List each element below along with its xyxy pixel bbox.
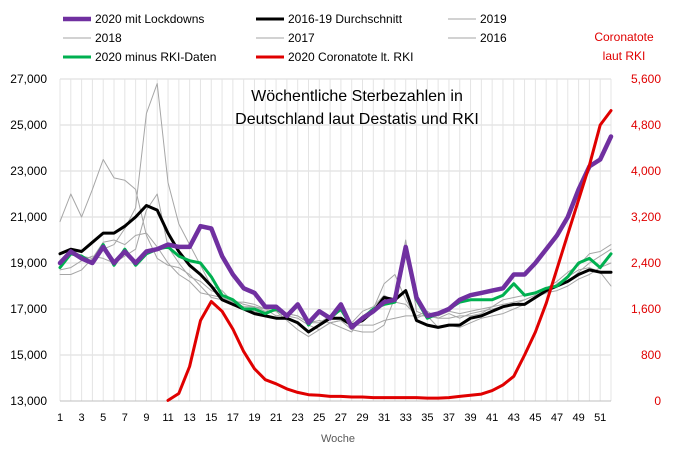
series-line-1 <box>59 83 612 333</box>
x-tick-label: 7 <box>122 412 128 424</box>
series-layer <box>57 83 614 402</box>
x-tick-label: 25 <box>313 412 325 424</box>
y-tick-label: 13,000 <box>10 394 47 408</box>
x-tick-label: 39 <box>464 412 476 424</box>
grid-lines <box>59 78 612 402</box>
x-tick-label: 5 <box>100 412 106 424</box>
x-tick-label: 21 <box>270 412 282 424</box>
x-tick-label: 51 <box>594 412 606 424</box>
y-tick-label: 23,000 <box>10 164 47 178</box>
x-tick-label: 15 <box>205 412 217 424</box>
chart-title-line-2: Deutschland laut Destatis und RKI <box>235 111 479 128</box>
x-tick-label: 19 <box>248 412 260 424</box>
legend-label: 2019 <box>480 12 507 26</box>
y-tick-label: 15,000 <box>10 348 47 362</box>
x-tick-label: 35 <box>421 412 433 424</box>
y-tick-label: 19,000 <box>10 256 47 270</box>
x-tick-label: 47 <box>551 412 563 424</box>
x-tick-label: 1 <box>57 412 63 424</box>
y2-tick-label: 5,600 <box>631 72 661 86</box>
x-tick-label: 29 <box>356 412 368 424</box>
x-tick-label: 43 <box>508 412 520 424</box>
x-tick-label: 17 <box>227 412 239 424</box>
x-tick-label: 49 <box>572 412 584 424</box>
series-line-3 <box>59 232 612 338</box>
x-tick-label: 33 <box>400 412 412 424</box>
y-tick-label: 27,000 <box>10 72 47 86</box>
legend-label: 2016-19 Durchschnitt <box>288 12 403 26</box>
x-axis: 1 3 5 7 9 11 13 15 17 19 21 23 25 27 29 31 33 35 37 39 41 43 4… <box>57 412 606 424</box>
x-tick-label: 11 <box>162 412 173 424</box>
x-tick-label: 9 <box>143 412 149 424</box>
series-line-6 <box>57 134 614 330</box>
y2-tick-label: 0 <box>654 394 661 408</box>
legend-label: 2020 mit Lockdowns <box>95 12 204 26</box>
series-line-7 <box>166 109 613 402</box>
y2-tick-label: 3,200 <box>631 210 661 224</box>
left-axis: 13,000 15,000 17,000 19,000 21,000 23,000 25,0… <box>10 72 47 408</box>
y2-tick-label: 4,800 <box>631 118 661 132</box>
x-tick-label: 13 <box>184 412 196 424</box>
legend-label: 2020 Coronatote lt. RKI <box>288 50 413 64</box>
y2-tick-label: 4,000 <box>631 164 661 178</box>
y-tick-label: 17,000 <box>10 302 47 316</box>
legend-label: 2020 minus RKI-Daten <box>95 50 216 64</box>
right-axis-label-line-1: Coronatote <box>594 30 654 44</box>
y-tick-label: 21,000 <box>10 210 47 224</box>
y2-tick-label: 1,600 <box>631 302 661 316</box>
x-axis-label: Woche <box>321 433 355 445</box>
x-tick-label: 45 <box>529 412 541 424</box>
series-line-4 <box>58 204 613 334</box>
chart-title-line-1: Wöchentliche Sterbezahlen in <box>251 88 463 105</box>
right-axis: 0 800 1,600 2,400 3,200 4,000 4,800 5,600 <box>631 72 661 408</box>
y2-tick-label: 800 <box>641 348 661 362</box>
x-tick-label: 3 <box>79 412 85 424</box>
legend-label: 2017 <box>288 31 315 45</box>
x-tick-label: 37 <box>443 412 455 424</box>
x-tick-label: 27 <box>335 412 347 424</box>
x-tick-label: 31 <box>378 412 390 424</box>
x-tick-label: 23 <box>292 412 304 424</box>
legend-label: 2016 <box>480 31 507 45</box>
right-axis-label-line-2: laut RKI <box>603 49 646 63</box>
legend-label: 2018 <box>95 31 122 45</box>
x-tick-label: 41 <box>486 412 498 424</box>
y-tick-label: 25,000 <box>10 118 47 132</box>
y2-tick-label: 2,400 <box>631 256 661 270</box>
legend: 2020 mit Lockdowns 2016-19 Durchschnitt 20… <box>63 12 507 64</box>
